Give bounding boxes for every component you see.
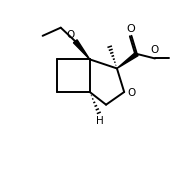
Text: O: O	[66, 30, 74, 40]
Text: H: H	[96, 116, 104, 126]
Polygon shape	[117, 52, 138, 68]
Polygon shape	[73, 40, 90, 59]
Text: O: O	[126, 24, 135, 34]
Text: O: O	[127, 88, 136, 98]
Text: O: O	[151, 45, 159, 55]
